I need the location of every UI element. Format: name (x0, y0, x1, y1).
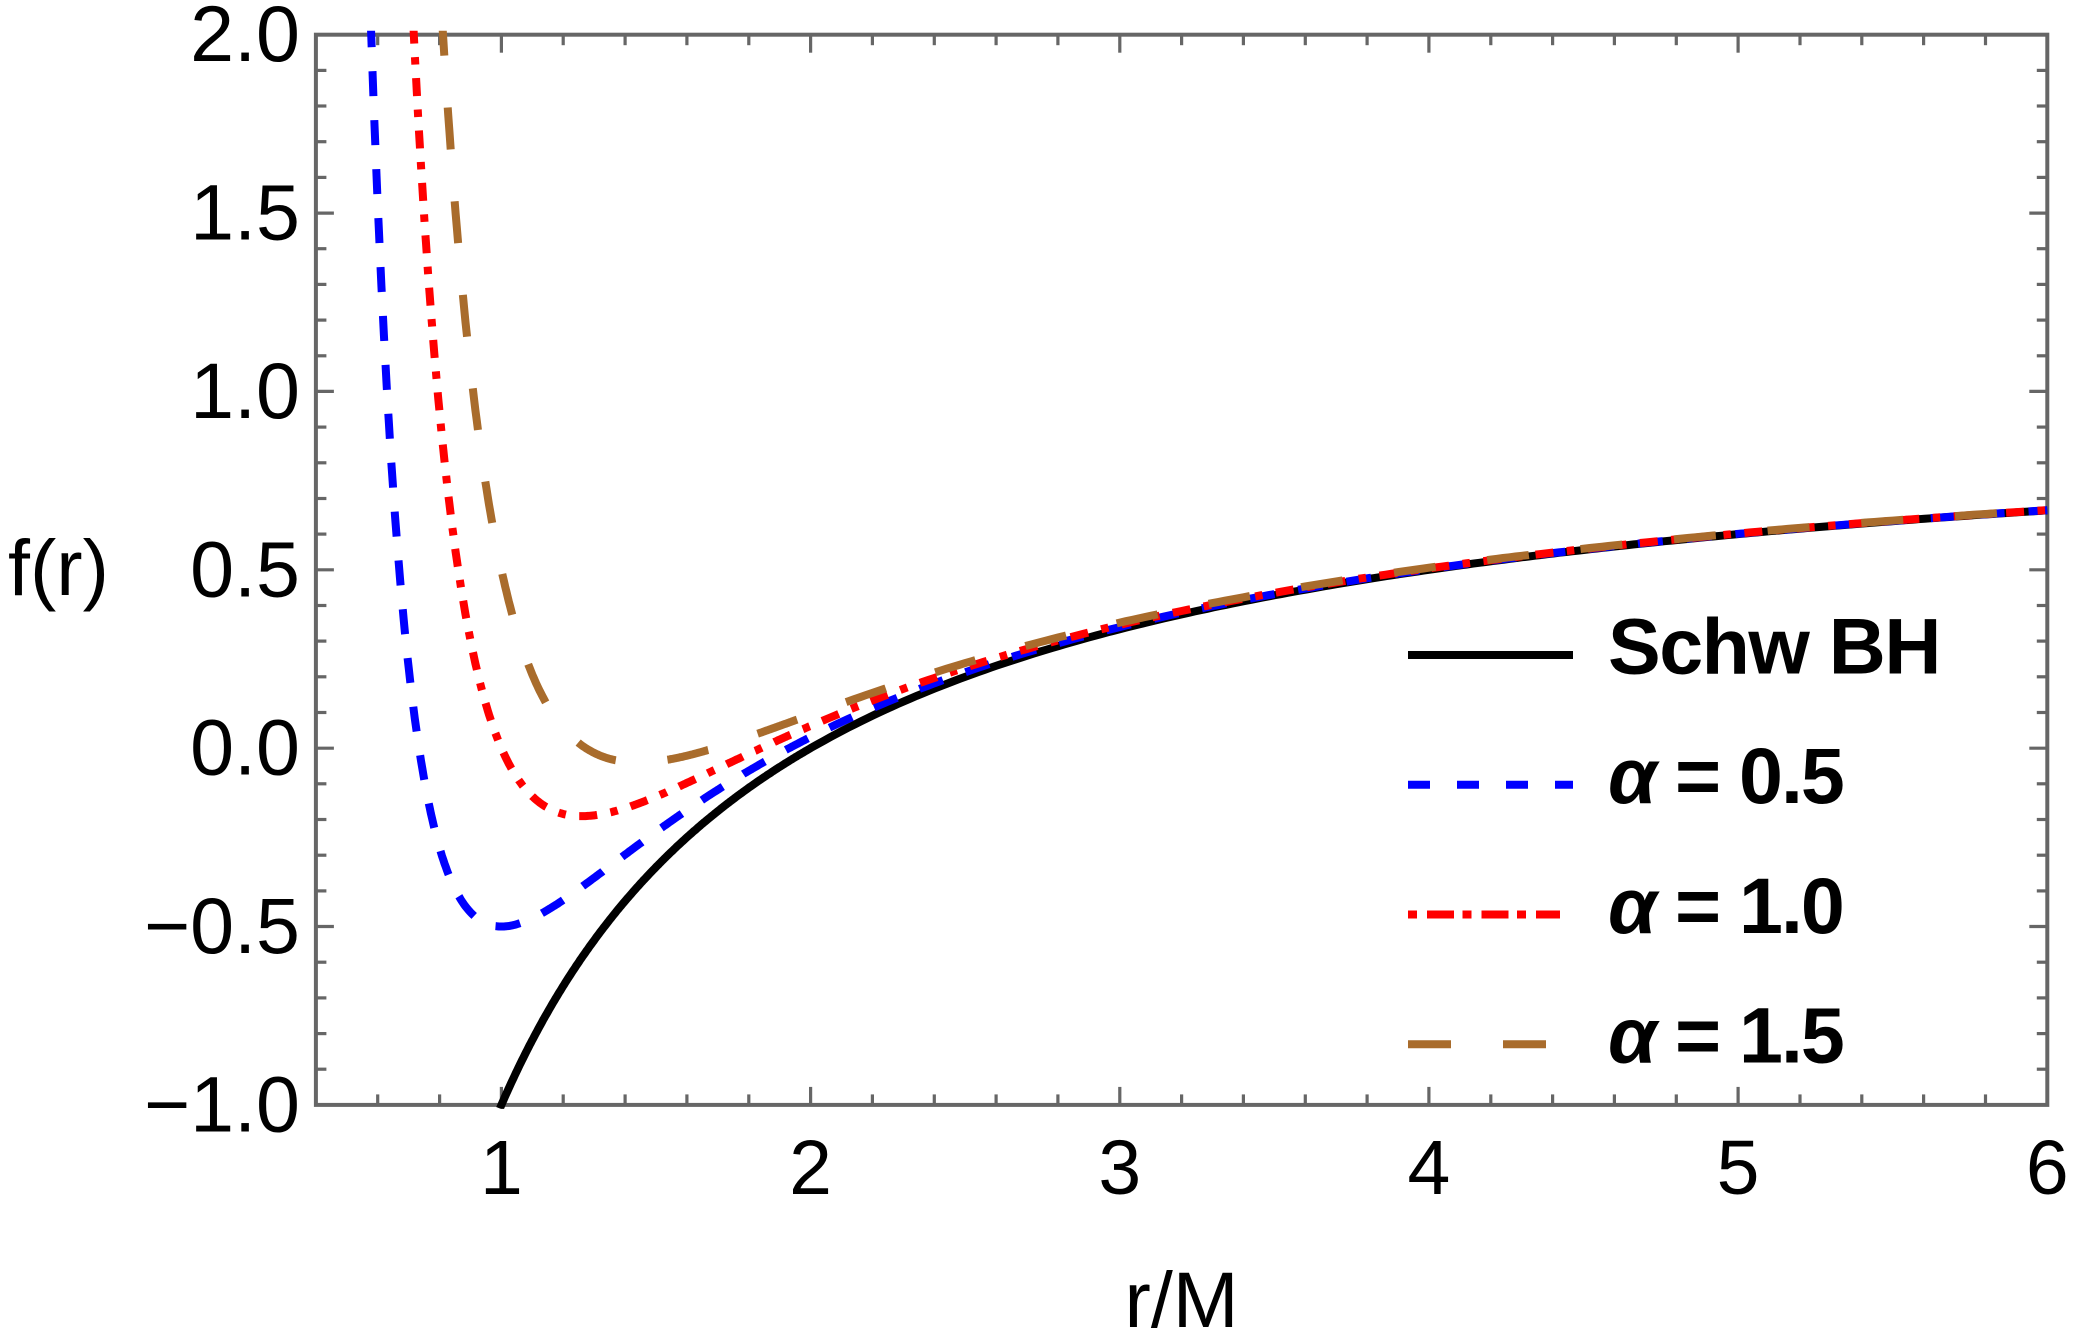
svg-text:f(r): f(r) (8, 523, 109, 612)
svg-text:1: 1 (480, 1125, 523, 1211)
svg-text:3: 3 (1098, 1125, 1141, 1211)
svg-text:−0.5: −0.5 (144, 881, 300, 970)
svg-text:−1.0: −1.0 (144, 1059, 300, 1148)
svg-text:r/M: r/M (1125, 1255, 1239, 1335)
svg-text:5: 5 (1717, 1125, 1760, 1211)
svg-text:α = 1.5: α = 1.5 (1608, 991, 1843, 1080)
svg-text:6: 6 (2026, 1125, 2069, 1211)
svg-text:4: 4 (1407, 1125, 1450, 1211)
svg-text:1.0: 1.0 (190, 346, 300, 435)
svg-text:2.0: 2.0 (190, 0, 300, 78)
svg-text:0.5: 0.5 (190, 524, 300, 613)
svg-text:α = 1.0: α = 1.0 (1608, 861, 1843, 950)
svg-text:α = 0.5: α = 0.5 (1608, 731, 1843, 820)
svg-text:2: 2 (789, 1125, 832, 1211)
svg-text:Schw BH: Schw BH (1608, 602, 1940, 691)
svg-text:0.0: 0.0 (190, 703, 300, 792)
svg-text:1.5: 1.5 (190, 168, 300, 257)
